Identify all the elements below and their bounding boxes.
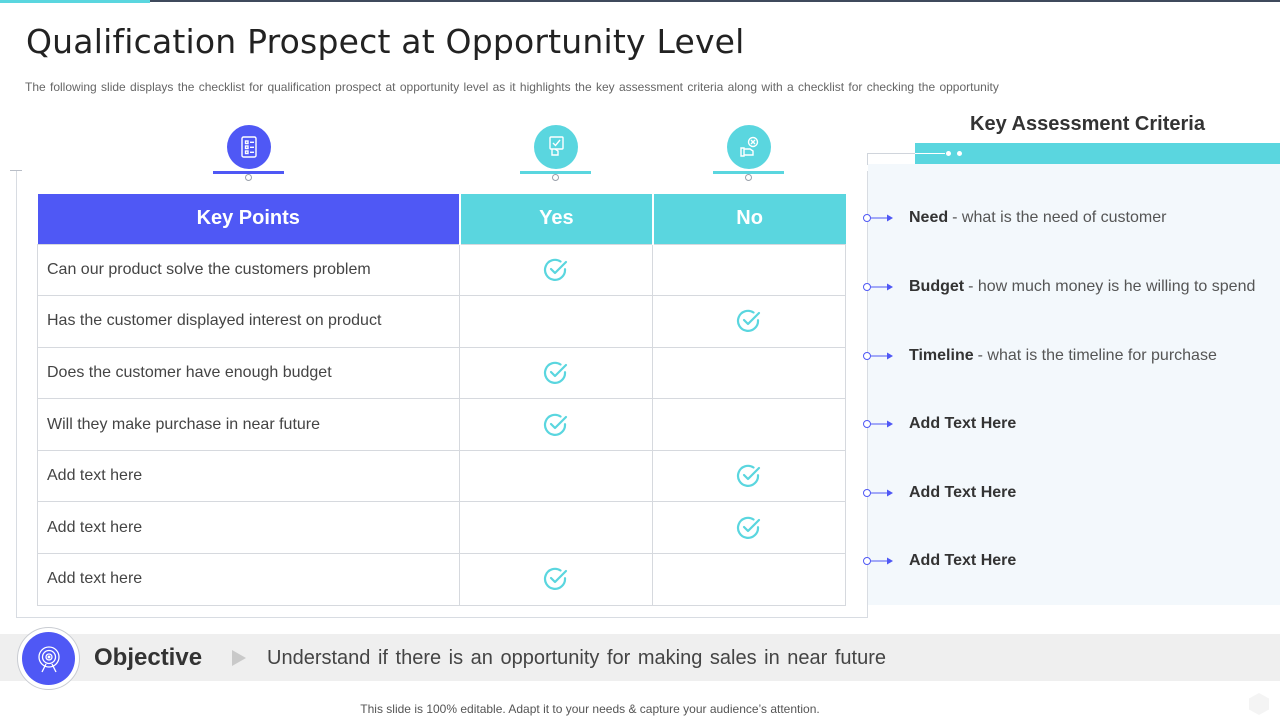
arrow-connector-icon [863,283,893,291]
criteria-term: Add Text Here [909,484,1017,501]
criteria-item: Timeline - what is the timeline for purch… [862,344,1217,368]
criteria-text: Budget - how much money is he willing to … [909,278,1255,296]
table-row: Add text here [36,449,846,503]
table-row: Has the customer displayed interest on p… [36,295,846,348]
cell-yes [459,553,654,606]
table-row: Add text here [36,553,846,606]
criteria-item: Budget - how much money is he willing to … [862,275,1255,299]
no-underline [713,171,784,174]
cell-no [652,295,846,348]
cell-no [652,398,846,451]
criteria-desc: - what is the need of customer [952,209,1167,226]
page-title: Qualification Prospect at Opportunity Le… [26,22,745,61]
criteria-text: Timeline - what is the timeline for purch… [909,347,1217,365]
criteria-term: Add Text Here [909,552,1017,569]
criteria-bar-line [915,153,945,154]
criteria-item: Add Text Here [862,481,1020,505]
key-points-underline [213,171,284,174]
header-yes: Yes [459,194,654,244]
target-icon [22,632,75,685]
cell-yes [459,501,654,555]
objective-bar [0,634,1280,681]
hand-cross-icon [727,125,771,169]
header-no: No [652,194,846,244]
panel-connector-vertical [867,153,868,165]
cell-yes [459,449,654,503]
row-label: Has the customer displayed interest on p… [36,295,461,348]
criteria-term: Budget [909,278,965,295]
table-header-row: Key Points Yes No [37,194,846,244]
criteria-title-bar [915,143,1280,164]
row-label: Add text here [36,501,461,555]
cell-no [652,501,846,555]
table-frame [16,171,868,618]
yes-underline [520,171,591,174]
row-label: Will they make purchase in near future [36,398,461,451]
no-connector-dot [745,174,752,181]
cell-no [652,243,846,297]
cell-no [652,449,846,503]
cell-yes [459,398,654,451]
table-row: Add text here [36,501,846,555]
arrow-connector-icon [863,214,893,222]
table-row: Can our product solve the customers prob… [36,243,846,297]
checklist-table: Key Points Yes No Can our product solve … [36,194,846,606]
checkmark-circle-icon [736,516,762,539]
cell-yes [459,346,654,400]
top-accent-bar [0,0,150,3]
objective-label: Objective [94,644,203,671]
criteria-text: Add Text Here [909,484,1020,502]
criteria-text: Need - what is the need of customer [909,209,1166,227]
criteria-bar-dot [957,151,962,156]
table-row: Will they make purchase in near future [36,398,846,451]
hexagon-icon [1249,693,1269,715]
checklist-icon [227,125,271,169]
cell-yes [459,243,654,297]
criteria-term: Timeline [909,347,974,364]
cell-yes [459,295,654,348]
play-arrow-icon [232,650,246,666]
checkmark-circle-icon [736,464,762,488]
key-points-connector-dot [245,174,252,181]
checkmark-circle-icon [543,413,569,436]
row-label: Add text here [36,553,461,606]
checkmark-circle-icon [543,361,569,384]
row-label: Does the customer have enough budget [36,346,461,400]
checkmark-circle-icon [736,310,762,333]
panel-connector [867,153,915,154]
criteria-text: Add Text Here [909,552,1020,570]
checkmark-circle-icon [543,258,569,281]
frame-tick [10,170,22,171]
criteria-item: Add Text Here [862,549,1020,573]
arrow-connector-icon [863,420,893,428]
criteria-term: Add Text Here [909,415,1017,432]
criteria-term: Need [909,209,949,226]
criteria-title: Key Assessment Criteria [970,113,1205,135]
criteria-bar-dot [946,151,951,156]
arrow-connector-icon [863,489,893,497]
criteria-desc: - how much money is he willing to spend [968,278,1256,295]
top-divider [0,0,1280,2]
cell-no [652,553,846,606]
objective-text: Understand if there is an opportunity fo… [267,647,886,669]
criteria-item: Add Text Here [862,412,1020,436]
criteria-desc: - what is the timeline for purchase [977,347,1217,364]
header-key-points: Key Points [37,194,461,244]
page-subtitle: The following slide displays the checkli… [25,80,999,94]
arrow-connector-icon [863,352,893,360]
yes-connector-dot [552,174,559,181]
cell-no [652,346,846,400]
row-label: Can our product solve the customers prob… [36,243,461,297]
criteria-item: Need - what is the need of customer [862,206,1166,230]
arrow-connector-icon [863,557,893,565]
table-row: Does the customer have enough budget [36,346,846,400]
hand-checkmark-icon [534,125,578,169]
row-label: Add text here [36,449,461,503]
checkmark-circle-icon [543,568,569,591]
criteria-panel [868,164,1280,605]
footer-note: This slide is 100% editable. Adapt it to… [360,702,820,716]
criteria-text: Add Text Here [909,415,1020,433]
